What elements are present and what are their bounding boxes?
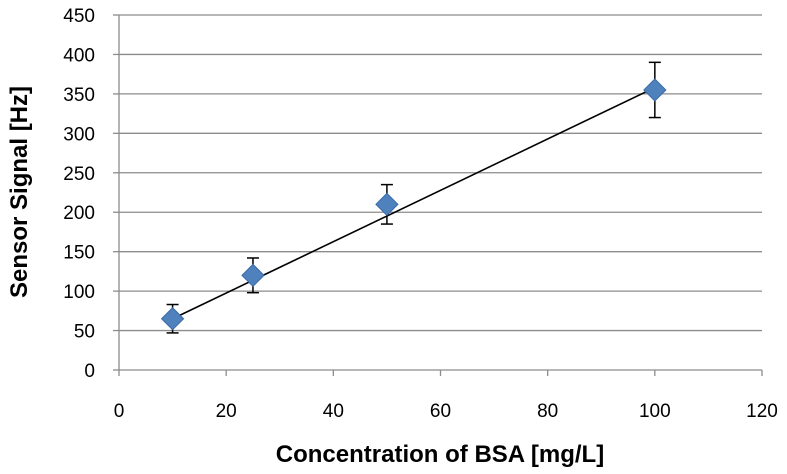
y-tick-label: 250 <box>63 164 95 185</box>
trendline-group <box>172 86 656 320</box>
gridlines <box>119 14 762 332</box>
y-tick-label: 300 <box>63 124 95 145</box>
x-tick-label: 60 <box>430 401 451 422</box>
x-tick-label: 20 <box>216 401 237 422</box>
data-point-diamond <box>160 307 185 331</box>
x-axis-ticks: 0 20 40 60 80 100 120 <box>114 370 778 422</box>
y-axis-ticks: 0 50 100 150 200 250 300 350 400 450 <box>63 6 119 382</box>
x-tick-label: 100 <box>639 401 671 422</box>
y-axis-title: Sensor Signal [Hz] <box>6 86 33 298</box>
y-tick-label: 450 <box>63 6 95 27</box>
y-tick-label: 350 <box>63 85 95 106</box>
x-tick-label: 120 <box>746 401 778 422</box>
data-point-diamond <box>643 78 667 102</box>
axes <box>118 15 762 371</box>
x-tick-label: 0 <box>114 401 125 422</box>
data-point-diamond <box>241 263 265 288</box>
x-axis-title: Concentration of BSA [mg/L] <box>276 441 604 468</box>
y-tick-label: 0 <box>84 361 95 382</box>
data-point-diamond <box>375 192 399 217</box>
error-bars <box>166 61 661 334</box>
x-tick-label: 40 <box>323 401 344 422</box>
x-tick-label: 80 <box>537 401 558 422</box>
data-points <box>160 78 667 331</box>
y-tick-label: 50 <box>74 322 95 343</box>
y-tick-label: 400 <box>63 45 95 66</box>
y-tick-label: 200 <box>63 203 95 224</box>
y-tick-label: 100 <box>63 282 95 303</box>
trendline <box>172 86 656 320</box>
y-tick-label: 150 <box>63 243 95 264</box>
